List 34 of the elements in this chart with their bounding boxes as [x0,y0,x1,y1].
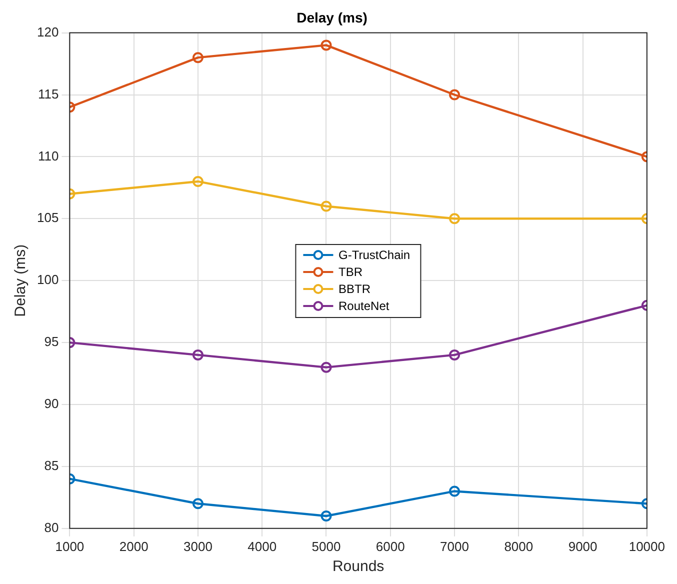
point [449,89,460,100]
point [449,213,460,224]
x-tick-label: 3000 [184,538,212,554]
legend-label: BBTR [338,282,371,296]
x-axis-title: Rounds [332,558,384,576]
y-tick-label: 105 [36,210,59,226]
x-tick-label: 5000 [312,538,341,554]
point [320,510,332,522]
y-tick-label: 80 [44,520,59,535]
y-tick-label: 95 [44,334,59,350]
point [320,40,332,51]
point [320,200,332,212]
x-tick-label: 1000 [55,538,84,554]
x-tick-label: 4000 [248,538,277,554]
x-tick-label: 2000 [119,538,148,554]
y-tick-label: 85 [44,458,59,474]
y-tick-label: 120 [36,24,59,40]
point [320,362,332,373]
y-tick-label: 100 [36,272,59,288]
y-axis-title: Delay (ms) [12,244,30,317]
x-tick-label: 7000 [440,538,469,554]
x-tick-label: 6000 [376,538,405,554]
point [449,349,460,360]
legend-label: RouteNet [338,299,390,314]
y-tick-label: 115 [38,86,59,102]
y-tick-label: 110 [38,148,59,164]
chart-title: Delay (ms) [296,9,368,26]
legend-label: TBR [338,265,363,280]
x-tick-label: 10000 [628,538,666,554]
y-tick-label: 90 [44,396,59,412]
point [449,486,460,497]
x-tick-label: 9000 [568,538,598,554]
x-tick-label: 8000 [504,538,534,554]
legend-label: G-TrustChain [338,248,410,262]
